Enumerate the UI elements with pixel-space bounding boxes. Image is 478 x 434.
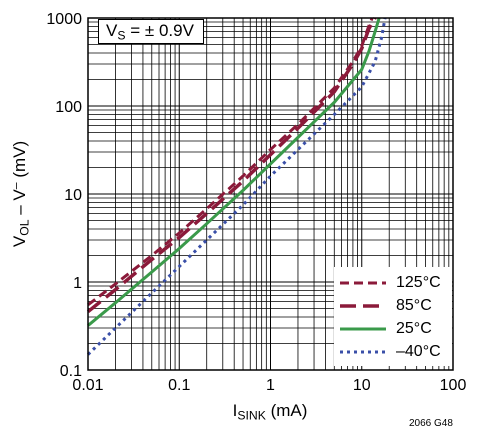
series-line-0 (87, 17, 374, 307)
xlabel-main: I (232, 401, 238, 420)
supply-voltage-annotation: VS = ± 0.9V (98, 19, 204, 44)
annotation-after: = ± 0.9V (125, 21, 194, 40)
figure-code: 2066 G48 (409, 418, 453, 429)
y-tick-label: 1000 (46, 11, 82, 28)
series-line-1 (86, 17, 377, 314)
legend-item-minus40c: –40°C (334, 342, 452, 362)
xlabel-after: (mA) (265, 401, 308, 420)
series-line-2 (87, 17, 381, 327)
legend-swatch-25c (340, 327, 386, 331)
annotation-main: V (106, 21, 118, 40)
legend-item-25c: 25°C (334, 319, 452, 339)
x-tick-label: 1 (266, 377, 275, 394)
legend-item-125c: 125°C (334, 273, 452, 293)
annotation-sub: S (117, 28, 126, 43)
xlabel-sub: SINK (237, 408, 266, 423)
y-tick-label: 0.1 (60, 363, 82, 380)
y-tick-label: 10 (64, 187, 82, 204)
legend: 125°C 85°C 25°C –40°C (334, 267, 452, 366)
x-tick-label: 0.1 (168, 377, 190, 394)
legend-label-85c: 85°C (396, 297, 432, 314)
x-axis-title: ISINK (mA) (233, 401, 308, 422)
legend-swatch-85c (340, 304, 386, 308)
legend-label-minus40c: –40°C (396, 343, 441, 360)
legend-swatch-125c (340, 281, 386, 285)
legend-item-85c: 85°C (334, 296, 452, 316)
x-tick-label: 10 (353, 377, 371, 394)
legend-label-125c: 125°C (396, 274, 441, 291)
x-tick-label: 100 (440, 377, 467, 394)
legend-swatch-minus40c (340, 350, 386, 354)
y-tick-label: 1 (73, 275, 82, 292)
y-tick-label: 100 (55, 99, 82, 116)
series-layer (86, 17, 387, 356)
plot-frame (87, 17, 454, 371)
x-tick-label: 0.01 (72, 377, 103, 394)
legend-label-25c: 25°C (396, 320, 432, 337)
